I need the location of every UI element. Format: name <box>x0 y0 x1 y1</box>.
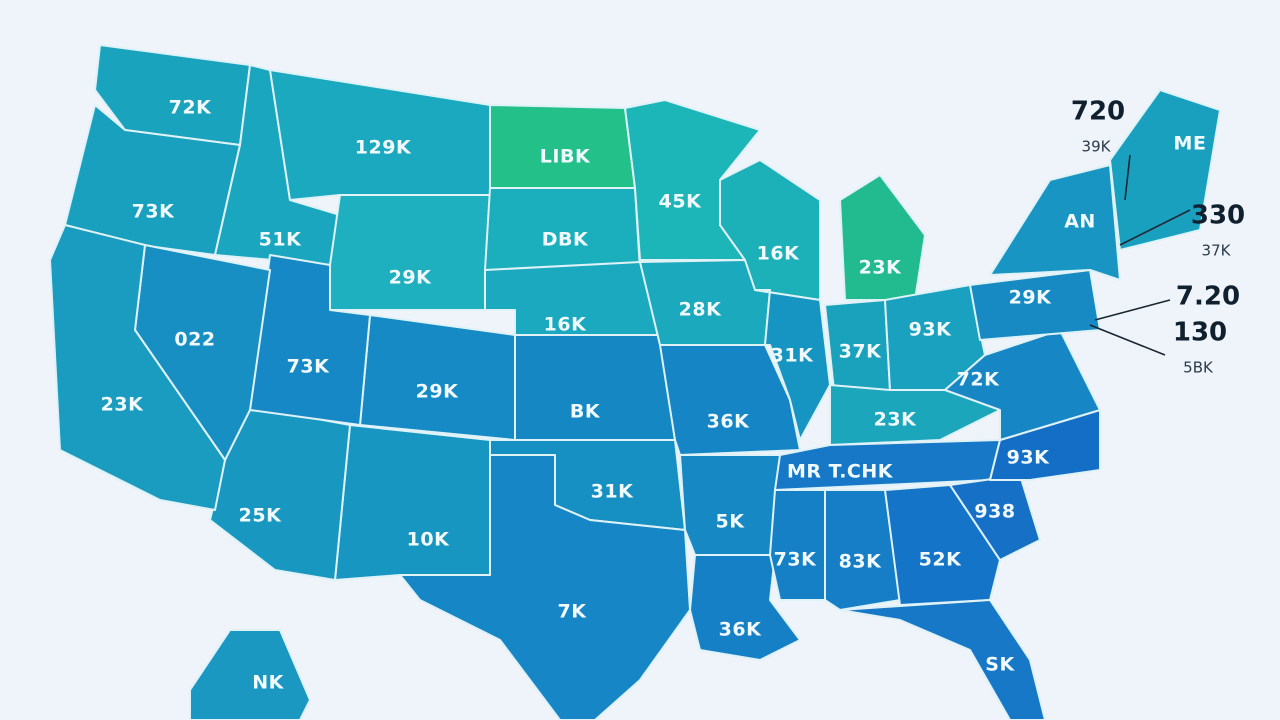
callout-value: 7.20 <box>1176 282 1240 312</box>
region <box>514 334 676 441</box>
region-label: BK <box>570 401 601 423</box>
region-label: 52K <box>919 549 962 571</box>
region <box>189 629 311 720</box>
region <box>1109 89 1221 251</box>
region <box>969 269 1101 341</box>
regions <box>49 44 1221 720</box>
region-label: DBK <box>542 229 589 251</box>
region <box>359 314 516 441</box>
region-label: 29K <box>416 381 459 403</box>
callout-sub: 39K <box>1082 138 1112 156</box>
region-label: 31K <box>591 481 634 503</box>
region-label: 28K <box>679 299 722 321</box>
region <box>334 424 491 581</box>
region <box>824 489 901 611</box>
region-label: NK <box>252 672 284 694</box>
callout-value: 130 <box>1173 318 1227 348</box>
region <box>989 164 1121 281</box>
region-label: 25K <box>239 505 282 527</box>
region-label: 73K <box>774 549 817 571</box>
region-label: 83K <box>839 551 882 573</box>
leader-line <box>1089 324 1166 356</box>
region-label: 36K <box>707 411 750 433</box>
region <box>754 289 831 441</box>
region <box>989 409 1101 481</box>
region-label: 022 <box>174 329 215 351</box>
leader-line <box>1119 209 1191 246</box>
region-label: 938 <box>974 501 1015 523</box>
region <box>49 224 226 511</box>
region-label: 93K <box>1007 447 1050 469</box>
region-label: 29K <box>389 267 432 289</box>
region <box>884 484 1001 606</box>
callout-value: 330 <box>1191 201 1245 231</box>
region-label: 16K <box>544 314 587 336</box>
region-label: 16K <box>757 243 800 265</box>
region-label: 73K <box>287 356 330 378</box>
region <box>839 174 926 301</box>
callout-leaders <box>1089 154 1191 356</box>
region-label: 93K <box>909 319 952 341</box>
region-label: LIBK <box>540 146 591 168</box>
region-label: 51K <box>259 229 302 251</box>
region-label: 10K <box>407 529 450 551</box>
region-label: AN <box>1064 211 1096 233</box>
region <box>769 489 826 601</box>
region-label: 29K <box>1009 287 1052 309</box>
region-label: 23K <box>874 409 917 431</box>
region <box>679 454 781 556</box>
region-label: MR T.CHK <box>787 461 894 483</box>
region-label: 5K <box>716 511 746 533</box>
region <box>329 194 491 311</box>
region <box>269 69 491 201</box>
region-label: ME <box>1174 133 1207 155</box>
region-label: 72K <box>957 369 1000 391</box>
region <box>399 454 691 720</box>
leader-line <box>1094 299 1171 321</box>
region-label: 36K <box>719 619 762 641</box>
region-label: 23K <box>101 394 144 416</box>
leader-line <box>1124 154 1131 201</box>
region <box>944 329 1101 441</box>
region-label: 45K <box>659 191 702 213</box>
callout-value: 720 <box>1071 97 1125 127</box>
region-label: 129K <box>355 137 412 159</box>
region-label: 31K <box>771 345 814 367</box>
region-label: 37K <box>839 341 882 363</box>
region-labels: 72K 73K 51K 129K 29K LIBK DBK 16K BK 31K 7K 10K 25K 2… <box>101 97 1207 694</box>
region-label: SK <box>985 654 1015 676</box>
region-label: 72K <box>169 97 212 119</box>
region-label: 7K <box>558 601 588 623</box>
callout-sub: 5BK <box>1183 359 1214 377</box>
region-label: 23K <box>859 257 902 279</box>
region <box>839 599 1046 720</box>
callout-sub: 37K <box>1202 242 1232 260</box>
region-label: 73K <box>132 201 175 223</box>
callouts: 720 39K 330 37K 7.20 130 5BK <box>1071 97 1245 377</box>
